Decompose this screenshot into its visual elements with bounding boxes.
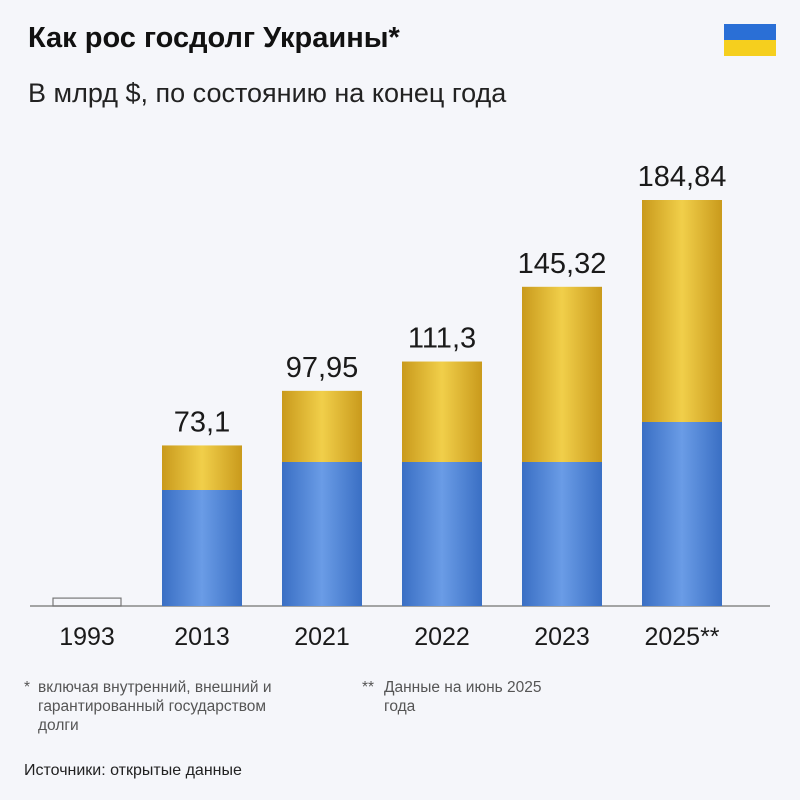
bar-2023-yellow (522, 286, 602, 462)
footnote-double-star: ** (362, 679, 375, 696)
footnote-star: * (24, 679, 31, 696)
bar-2013-yellow (162, 445, 242, 490)
footnote-one: включая внутренний, внешний и гарантиров… (38, 679, 272, 734)
x-tick-label: 2021 (294, 623, 350, 651)
bar-2025**-blue (642, 422, 722, 606)
x-tick-label: 2025** (644, 623, 719, 651)
flag-yellow-stripe (724, 40, 776, 56)
x-tick-label: 2013 (174, 623, 230, 651)
bar-1993 (52, 597, 122, 607)
bar-2021-yellow (282, 390, 362, 462)
x-tick-label: 2022 (414, 623, 470, 651)
bar-2025**-yellow (642, 200, 722, 422)
ukraine-flag-icon (724, 24, 776, 56)
flag-blue-stripe (724, 24, 776, 40)
data-label: 111,3 (408, 323, 476, 355)
bar-2021-blue (282, 462, 362, 606)
data-label: 184,84 (638, 161, 727, 193)
source-note: Источники: открытые данные (24, 762, 242, 779)
data-label: 73,1 (174, 406, 230, 438)
chart-subtitle: В млрд $, по состоянию на конец года (28, 78, 507, 108)
chart-title: Как рос госдолг Украины* (28, 22, 400, 54)
x-tick-label: 2023 (534, 623, 590, 651)
x-tick-label: 1993 (59, 623, 115, 651)
bar-2022-blue (402, 462, 482, 606)
bar-2023-blue (522, 462, 602, 606)
data-label: 97,95 (286, 352, 359, 384)
bar-2013-blue (162, 490, 242, 606)
bar-2022-yellow (402, 361, 482, 462)
data-label: 145,32 (518, 248, 607, 280)
footnote-two: Данные на июнь 2025 года (384, 679, 542, 715)
